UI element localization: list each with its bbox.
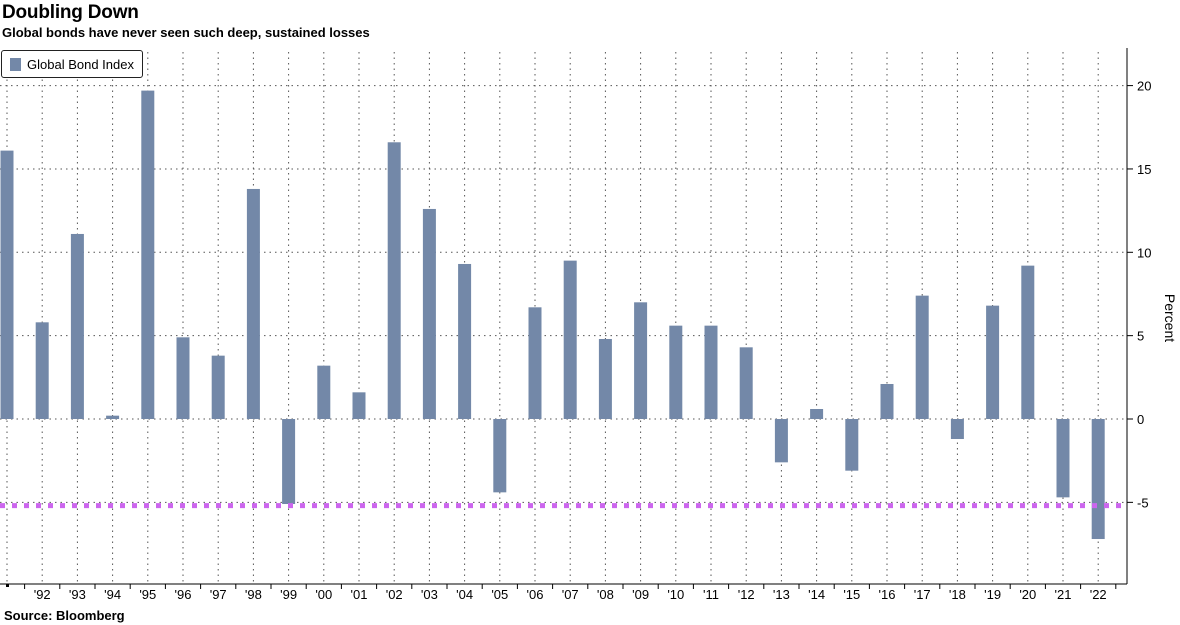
bar	[176, 337, 190, 419]
x-tick-label: '18	[949, 587, 966, 602]
bar	[458, 263, 472, 419]
tick-labels: -5 0 5 10 15 20 '92 '93 '94 '95 '96 '97 '98 '99 '00 '01…	[34, 79, 1152, 602]
x-tick-label: '07	[562, 587, 579, 602]
bar	[986, 305, 1000, 419]
x-tick-label: '94	[104, 587, 121, 602]
bar	[634, 302, 648, 419]
x-tick-label: '93	[69, 587, 86, 602]
y-tick-label: 0	[1137, 412, 1144, 427]
x-tick-label: '95	[139, 587, 156, 602]
bar	[1091, 419, 1105, 540]
x-tick-label: '05	[491, 587, 508, 602]
legend-swatch	[10, 57, 21, 71]
bar	[1056, 419, 1070, 498]
chart-title: Doubling Down	[2, 2, 139, 23]
x-tick-label: '99	[280, 587, 297, 602]
x-tick-label: '16	[879, 587, 896, 602]
source-note: Source: Bloomberg	[4, 608, 125, 623]
x-tick-label: '14	[808, 587, 825, 602]
bar	[211, 355, 225, 419]
x-tick-label: '96	[175, 587, 192, 602]
bar	[880, 383, 894, 419]
bar	[810, 408, 824, 419]
bar	[141, 90, 155, 419]
bar	[246, 188, 260, 419]
bar	[845, 419, 859, 471]
x-tick-label: '02	[386, 587, 403, 602]
bar	[387, 142, 401, 419]
bar	[70, 233, 84, 419]
x-tick-label: '20	[1019, 587, 1036, 602]
bar	[528, 307, 542, 419]
bar	[493, 419, 507, 493]
axes	[0, 48, 1133, 589]
x-tick-label: '98	[245, 587, 262, 602]
bar	[352, 392, 366, 419]
legend: Global Bond Index	[1, 50, 143, 78]
x-tick-label: '97	[210, 587, 227, 602]
bar	[704, 325, 718, 419]
bar	[0, 150, 14, 419]
x-tick-label: '11	[703, 587, 719, 602]
bar	[739, 347, 753, 419]
y-tick-label: -5	[1137, 495, 1149, 510]
bar	[950, 419, 964, 440]
x-tick-label: '17	[914, 587, 931, 602]
bar	[915, 295, 929, 419]
y-tick-label: 15	[1137, 162, 1151, 177]
bar	[422, 208, 436, 419]
bars	[0, 90, 1105, 540]
x-tick-label: '04	[456, 587, 473, 602]
x-tick-label: '15	[843, 587, 860, 602]
bar	[669, 325, 683, 419]
y-tick-label: 5	[1137, 329, 1144, 344]
x-tick-label: '13	[773, 587, 790, 602]
x-tick-label: '00	[315, 587, 332, 602]
bar	[563, 260, 577, 419]
x-tick-label: '01	[351, 587, 368, 602]
y-axis-label: Percent	[1162, 294, 1178, 342]
bar	[598, 338, 612, 419]
x-tick-label: '19	[984, 587, 1001, 602]
bar	[106, 415, 120, 419]
y-tick-label: 10	[1137, 245, 1151, 260]
x-tick-label: '03	[421, 587, 438, 602]
x-tick-label: '92	[34, 587, 51, 602]
bar	[774, 419, 788, 463]
bar	[282, 419, 296, 505]
origin-marker	[6, 584, 9, 587]
x-tick-label: '12	[738, 587, 755, 602]
legend-label: Global Bond Index	[27, 56, 134, 72]
x-tick-label: '08	[597, 587, 614, 602]
chart-subtitle: Global bonds have never seen such deep, …	[2, 25, 370, 40]
x-tick-label: '06	[527, 587, 544, 602]
bar	[35, 322, 49, 419]
y-tick-label: 20	[1137, 79, 1151, 94]
x-tick-label: '22	[1090, 587, 1107, 602]
gridlines	[0, 52, 1127, 584]
x-tick-label: '21	[1055, 587, 1072, 602]
x-tick-label: '09	[632, 587, 649, 602]
bar	[1021, 265, 1035, 419]
bar	[317, 365, 331, 419]
x-tick-label: '10	[667, 587, 684, 602]
